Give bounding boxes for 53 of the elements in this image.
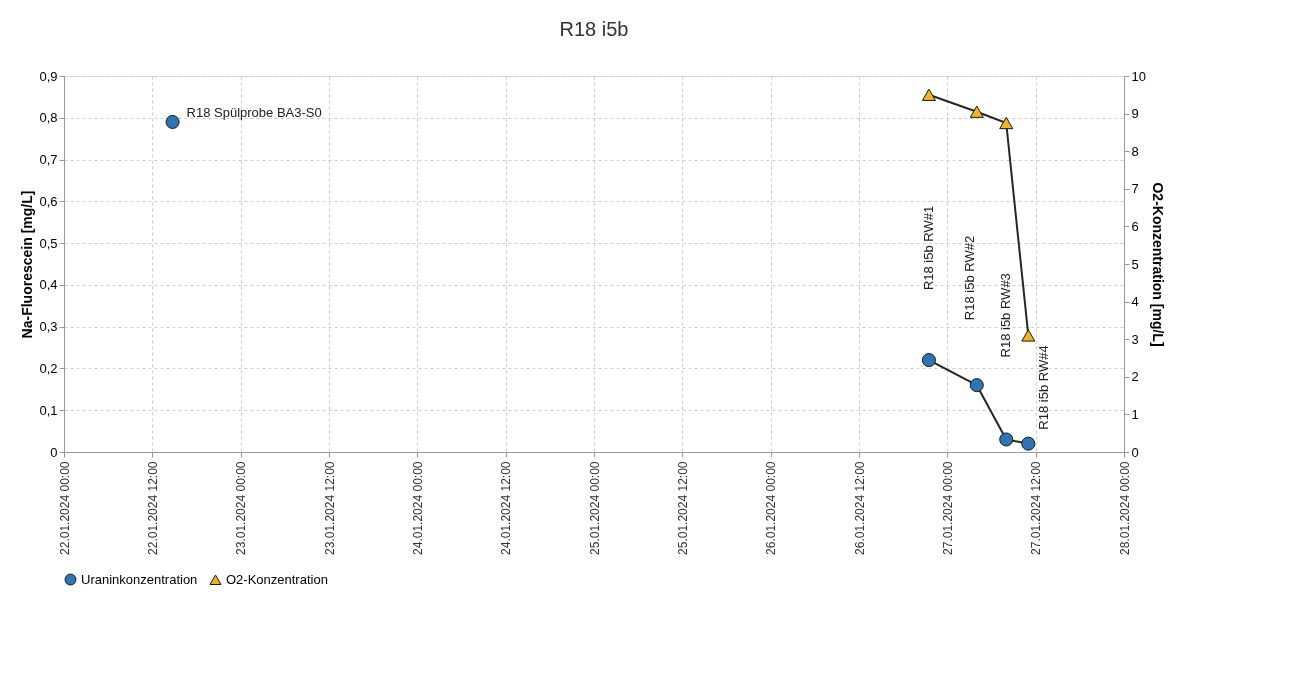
x-tick-label: 25.01.2024 00:00 <box>587 461 602 555</box>
point <box>921 88 936 101</box>
point <box>999 432 1014 447</box>
x-tick-label: 27.01.2024 00:00 <box>940 461 955 555</box>
legend-label: Uraninkonzentration <box>81 571 198 587</box>
y2-tick-label: 4 <box>1131 294 1139 310</box>
annotation: R18 i5b RW#4 <box>1036 345 1052 430</box>
y-tick-label: 0,9 <box>39 68 58 84</box>
y-tick-label: 0,5 <box>39 235 58 251</box>
x-tick-label: 23.01.2024 00:00 <box>234 461 249 555</box>
y-tick-label: 0,4 <box>39 277 58 293</box>
x-tick-label: 24.01.2024 00:00 <box>410 461 425 555</box>
annotation: R18 i5b RW#2 <box>961 235 977 321</box>
point <box>999 116 1014 130</box>
x-tick-label: 24.01.2024 12:00 <box>499 461 514 555</box>
y-tick-label: 0,1 <box>39 402 58 418</box>
annotation: R18 i5b RW#1 <box>920 205 936 291</box>
point <box>969 105 984 118</box>
y-tick-label: 0 <box>50 444 58 460</box>
x-tick-label: 22.01.2024 12:00 <box>145 461 160 555</box>
chart-title: R18 i5b <box>559 18 629 40</box>
y2-tick-label: 7 <box>1131 181 1139 197</box>
point <box>969 378 984 393</box>
y2-tick-label: 9 <box>1131 106 1139 122</box>
point <box>1021 436 1036 451</box>
x-tick-label: 26.01.2024 12:00 <box>852 461 867 555</box>
y2-tick-label: 3 <box>1131 331 1139 347</box>
y-axis-title: Na-Fluorescein [mg/L] <box>19 190 36 339</box>
point <box>165 114 180 129</box>
annotation: R18 Spülprobe BA3-S0 <box>186 104 322 120</box>
x-tick-label: 26.01.2024 00:00 <box>764 461 779 555</box>
y-tick-label: 0,7 <box>39 152 58 168</box>
x-tick-label: 28.01.2024 00:00 <box>1117 461 1132 555</box>
point <box>1021 329 1036 342</box>
y2-tick-label: 5 <box>1131 256 1139 272</box>
y2-tick-label: 0 <box>1131 444 1139 460</box>
point <box>921 353 936 368</box>
y-tick-label: 0,3 <box>39 319 58 335</box>
legend-label: O2-Konzentration <box>226 571 328 587</box>
y2-tick-label: 2 <box>1131 369 1139 385</box>
x-tick-label: 23.01.2024 12:00 <box>322 461 337 555</box>
y2-axis-title: O2-Konzentration [mg/L] <box>1149 182 1166 347</box>
y2-tick-label: 1 <box>1131 406 1139 422</box>
y-tick-label: 0,2 <box>39 360 58 376</box>
x-tick-label: 27.01.2024 12:00 <box>1029 461 1044 555</box>
x-tick-label: 22.01.2024 00:00 <box>57 461 72 555</box>
y2-tick-label: 8 <box>1131 143 1139 159</box>
y2-tick-label: 6 <box>1131 218 1139 234</box>
y2-tick-label: 10 <box>1131 68 1146 84</box>
y-tick-label: 0,8 <box>39 110 58 126</box>
y-tick-label: 0,6 <box>39 193 58 209</box>
annotation: R18 i5b RW#3 <box>998 273 1014 358</box>
x-tick-label: 25.01.2024 12:00 <box>675 461 690 555</box>
